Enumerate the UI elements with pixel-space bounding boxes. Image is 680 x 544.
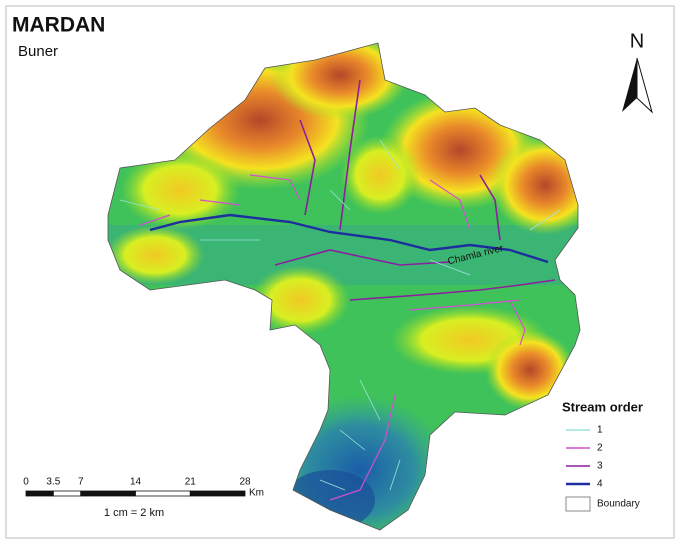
legend-label: 2	[597, 443, 603, 454]
north-arrow	[636, 57, 653, 114]
scale-segment	[52, 490, 82, 497]
scale-tick-label: 28	[239, 477, 251, 488]
streams	[119, 79, 561, 501]
scale-note: 1 cm = 2 km	[104, 507, 164, 519]
scale-tick-label: 14	[130, 477, 142, 488]
legend-label: Boundary	[597, 499, 640, 510]
legend-label: 4	[597, 479, 603, 490]
map-title: MARDAN	[12, 14, 105, 37]
legend: 1 2 3 4	[566, 425, 603, 490]
boundary	[107, 42, 581, 531]
scale-tick-label: 21	[185, 477, 197, 488]
scale-tick-label: 7	[78, 477, 84, 488]
scale-segment	[25, 490, 54, 497]
scale-segment	[189, 490, 246, 497]
scale-segment	[135, 490, 191, 497]
scale-segment	[80, 490, 136, 497]
legend-label: 3	[597, 461, 603, 472]
north-label: N	[630, 30, 644, 52]
scale-unit: Km	[249, 488, 264, 499]
legend-boundary-swatch	[565, 496, 591, 512]
scale-tick-label: 3.5	[46, 477, 60, 488]
legend-title: Stream order	[562, 399, 643, 414]
north-arrow	[622, 58, 637, 112]
legend-label: 1	[597, 425, 603, 436]
map-subtitle: Buner	[18, 43, 58, 60]
scale-tick-label: 0	[23, 477, 29, 488]
